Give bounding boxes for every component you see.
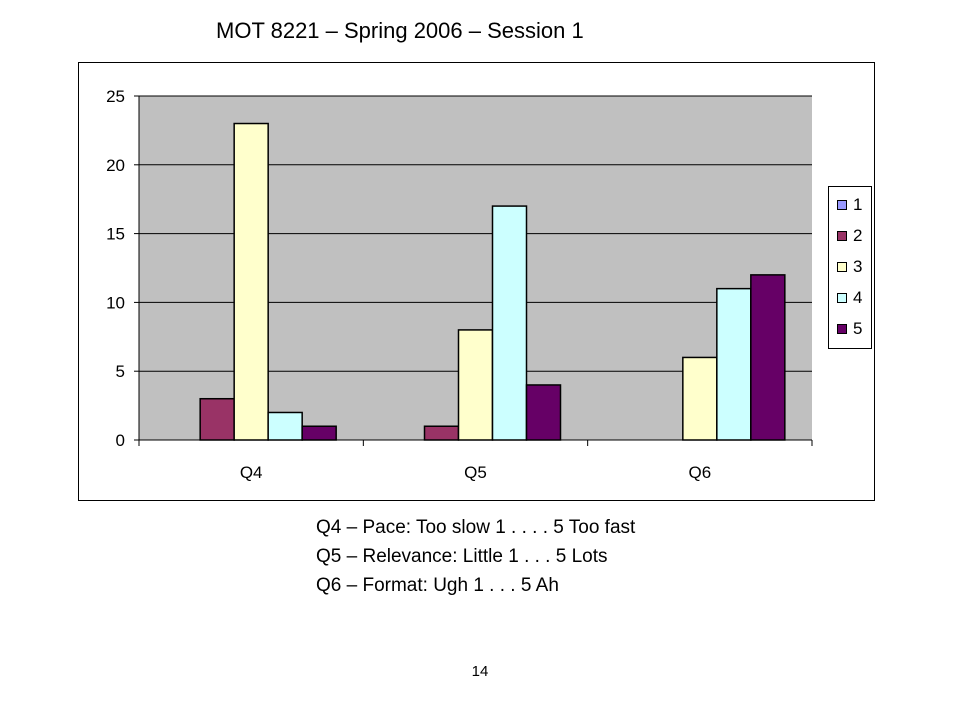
bar-3-Q4 [233,122,269,441]
bar-5-Q6 [750,274,786,441]
legend-item-1: 1 [837,195,869,215]
y-tick-label: 15 [106,225,125,244]
legend: 1 2 3 4 5 [828,186,872,349]
y-tick-label: 0 [116,431,125,450]
y-tick-label: 10 [106,293,125,312]
x-tick-label: Q5 [464,463,487,482]
legend-swatch [837,262,847,272]
page-number: 14 [471,663,489,680]
legend-item-3: 3 [837,257,869,277]
x-tick-label: Q6 [688,463,711,482]
bar-5-Q4 [301,425,337,441]
x-tick-label: Q4 [240,463,263,482]
legend-label: 1 [853,195,863,214]
axes [134,95,813,446]
legend-swatch [837,200,847,210]
legend-label: 2 [853,226,863,245]
bar-2-Q5 [423,425,460,441]
bars [199,122,786,441]
legend-item-4: 4 [837,288,869,308]
y-tick-label: 20 [106,156,125,175]
legend-item-2: 2 [837,226,869,246]
bar-4-Q5 [491,205,528,441]
bar-chart: 0 5 10 15 20 25 Q4 Q5 Q6 [106,87,813,482]
y-tick-label: 5 [116,362,125,381]
note-q6: Q6 – Format: Ugh 1 . . . 5 Ah [316,575,559,596]
bar-4-Q6 [716,287,752,441]
note-q5: Q5 – Relevance: Little 1 . . . 5 Lots [316,546,608,567]
bar-4-Q4 [267,411,303,441]
legend-swatch [837,231,847,241]
legend-label: 4 [853,288,863,307]
legend-item-5: 5 [837,319,869,339]
y-tick-label: 25 [106,87,125,106]
question-notes: Q4 – Pace: Too slow 1 . . . . 5 Too fast… [316,513,635,600]
bar-3-Q5 [457,329,494,441]
note-q4: Q4 – Pace: Too slow 1 . . . . 5 Too fast [316,517,636,538]
bar-2-Q4 [199,397,235,441]
tick-labels: 0 5 10 15 20 25 Q4 Q5 Q6 [106,87,711,482]
bar-5-Q5 [525,384,562,441]
legend-swatch [837,293,847,303]
chart-area: 0 5 10 15 20 25 Q4 Q5 Q6 1 2 3 4 5 [78,62,875,501]
bar-3-Q6 [682,356,718,441]
legend-label: 3 [853,257,863,276]
legend-label: 5 [853,319,863,338]
slide-title: MOT 8221 – Spring 2006 – Session 1 [216,18,584,43]
legend-swatch [837,324,847,334]
